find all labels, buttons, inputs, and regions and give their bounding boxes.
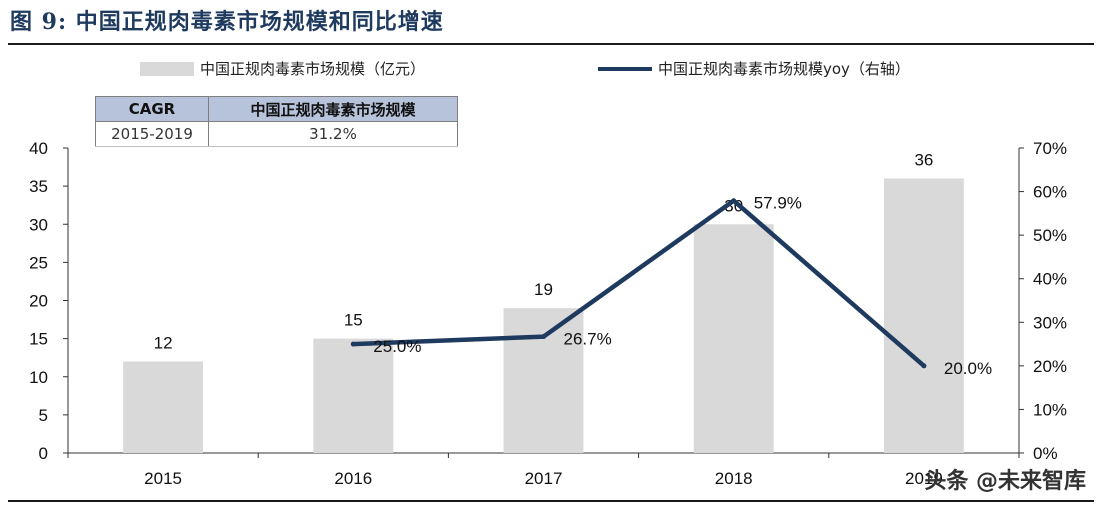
yoy-data-label: 25.0%: [373, 337, 421, 356]
y-left-tick-label: 25: [29, 253, 48, 272]
y-right-tick-label: 50%: [1033, 226, 1067, 245]
y-left-tick-label: 40: [29, 139, 48, 158]
cagr-table: CAGR 中国正规肉毒素市场规模 2015-2019 31.2%: [95, 96, 458, 147]
x-tick-label: 2018: [715, 469, 753, 488]
y-left-tick-label: 35: [29, 177, 48, 196]
yoy-point: [541, 334, 546, 340]
legend-bar-label: 中国正规肉毒素市场规模（亿元）: [200, 60, 426, 78]
x-tick-label: 2019: [905, 469, 943, 488]
y-left-tick-label: 30: [29, 215, 48, 234]
bar: [693, 224, 774, 453]
yoy-line: [351, 198, 927, 369]
cagr-header-right: 中国正规肉毒素市场规模: [208, 96, 458, 122]
y-left-tick-label: 10: [29, 368, 48, 387]
bar-data-label: 15: [344, 311, 363, 330]
y-right-tick-label: 20%: [1033, 357, 1067, 376]
legend-line-label: 中国正规肉毒素市场规模yoy（右轴）: [658, 60, 910, 78]
legend-bar-swatch: [140, 61, 194, 76]
bar: [313, 338, 394, 453]
bottom-rule: [8, 500, 1094, 502]
bar: [123, 361, 204, 453]
yoy-point: [921, 363, 927, 369]
bar-data-label: 19: [534, 280, 553, 299]
top-rule: [8, 43, 1094, 45]
yoy-data-label: 57.9%: [754, 194, 802, 213]
x-tick-label: 2016: [334, 469, 372, 488]
cagr-header-row: CAGR 中国正规肉毒素市场规模: [95, 96, 458, 122]
legend-item-line: 中国正规肉毒素市场规模yoy（右轴）: [598, 58, 910, 79]
legend-line-swatch: [598, 66, 652, 71]
y-right-tick-label: 30%: [1033, 313, 1067, 332]
watermark: 头条 @未来智库: [924, 469, 1086, 494]
cagr-data-row: 2015-2019 31.2%: [95, 121, 458, 147]
y-left-tick-label: 5: [39, 406, 48, 425]
y-left-tick-label: 0: [39, 444, 48, 463]
x-tick-label: 2017: [525, 469, 563, 488]
y-right-tick-label: 70%: [1033, 139, 1067, 158]
cagr-value: 31.2%: [208, 121, 458, 147]
y-right-tick-label: 10%: [1033, 400, 1067, 419]
bar: [503, 308, 584, 453]
y-left-tick-label: 15: [29, 330, 48, 349]
yoy-data-label: 20.0%: [944, 359, 992, 378]
y-right-tick-label: 60%: [1033, 183, 1067, 202]
figure-title: 图 9: 中国正规肉毒素市场规模和同比增速: [10, 9, 444, 35]
y-left-tick-label: 20: [29, 292, 48, 311]
y-right-tick-label: 0%: [1033, 444, 1058, 463]
legend-item-bar: 中国正规肉毒素市场规模（亿元）: [140, 58, 425, 79]
yoy-point: [350, 341, 356, 347]
y-right-tick-label: 40%: [1033, 270, 1067, 289]
bar-data-label: 12: [154, 334, 173, 353]
bar-data-label: 30: [724, 196, 743, 215]
cagr-header-left: CAGR: [95, 96, 209, 122]
bar-data-label: 36: [914, 151, 933, 170]
bar: [883, 178, 964, 453]
yoy-point: [731, 198, 737, 204]
chart-legend: 中国正规肉毒素市场规模（亿元） 中国正规肉毒素市场规模yoy（右轴）: [0, 58, 1102, 84]
cagr-period: 2015-2019: [95, 121, 209, 147]
yoy-data-label: 26.7%: [564, 330, 612, 349]
x-tick-label: 2015: [144, 469, 182, 488]
